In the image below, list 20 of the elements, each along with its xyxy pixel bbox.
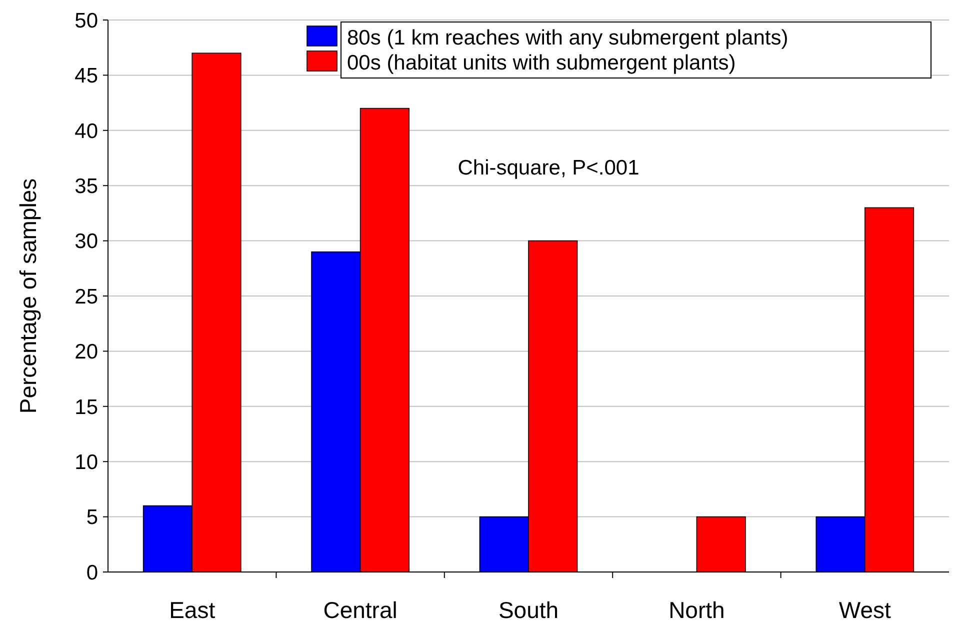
- legend-label: 00s (habitat units with submergent plants): [347, 51, 736, 74]
- y-tick-label: 35: [74, 174, 98, 198]
- y-tick-label: 5: [86, 506, 98, 530]
- x-tick-label: North: [668, 597, 725, 623]
- y-tick-label: 10: [74, 450, 98, 474]
- x-tick-label: Central: [323, 597, 398, 623]
- legend-label: 80s (1 km reaches with any submergent plants): [347, 26, 788, 50]
- x-tick-label: East: [169, 597, 216, 623]
- y-tick-label: 50: [74, 9, 98, 32]
- y-tick-label: 40: [74, 120, 98, 143]
- y-tick-label: 30: [74, 230, 98, 254]
- y-tick-label: 20: [74, 340, 98, 364]
- y-tick-label: 0: [86, 561, 98, 584]
- x-tick-label: South: [498, 597, 559, 623]
- y-tick-label: 45: [74, 64, 98, 88]
- y-tick-label: 25: [74, 285, 98, 308]
- y-axis-title: Percentage of samples: [15, 178, 41, 414]
- annotation: Chi-square, P<.001: [458, 156, 640, 180]
- x-tick-label: West: [838, 597, 892, 623]
- y-tick-label: 15: [74, 396, 98, 419]
